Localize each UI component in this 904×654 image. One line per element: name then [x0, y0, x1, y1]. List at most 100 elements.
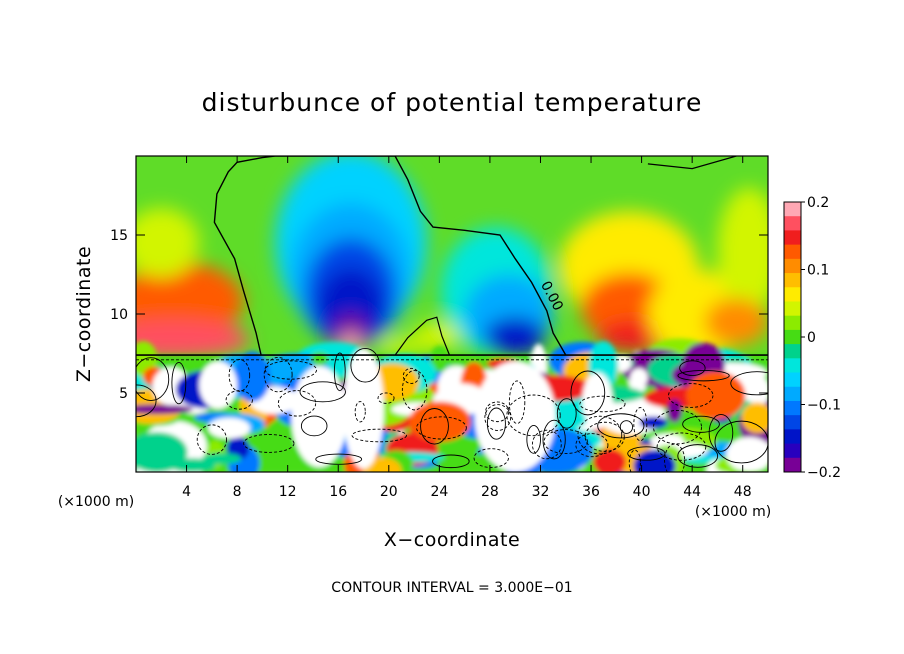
swirl-contour-23 — [584, 421, 625, 452]
swirl-contour-26 — [556, 398, 577, 429]
swirl-contour-43 — [486, 407, 506, 440]
colorbar-swatch-16 — [784, 429, 801, 445]
turbulence-cell-164 — [726, 436, 768, 472]
turbulence-cell-166 — [207, 417, 251, 439]
x-tick-label-5: 24 — [430, 484, 448, 500]
swirl-contour-21 — [315, 453, 363, 465]
x-unit-label-right: (×1000 m) — [695, 504, 771, 520]
swirl-contour-34 — [196, 424, 227, 455]
colorbar-swatch-9 — [784, 329, 801, 345]
swirl-contour-6 — [136, 357, 170, 401]
x-tick-label-7: 32 — [532, 484, 550, 500]
swirl-contour-36 — [708, 414, 734, 452]
swirl-contour-19 — [351, 428, 407, 443]
field-blob-18 — [717, 187, 768, 314]
y-tick-label-0: 5 — [119, 386, 128, 402]
field-blob-1 — [136, 320, 250, 359]
swirl-contour-35 — [228, 358, 251, 392]
swirl-contour-4 — [243, 434, 295, 453]
x-tick-label-4: 20 — [380, 484, 398, 500]
x-tick-label-9: 40 — [633, 484, 651, 500]
colorbar-swatch-1 — [784, 216, 801, 231]
x-axis-label: X−coordinate — [384, 529, 520, 551]
turbulence-cell-148 — [409, 401, 471, 442]
swirl-contour-3 — [656, 432, 707, 461]
contour-interval-note: CONTOUR INTERVAL = 3.000E−01 — [331, 580, 572, 596]
field-blob-6 — [318, 268, 384, 351]
colorbar-label-4: −0.2 — [807, 465, 841, 481]
swirl-contour-9 — [714, 420, 768, 464]
swirl-contour-51 — [526, 425, 541, 454]
turbulence-cell-165 — [686, 371, 746, 420]
swirl-contour-1 — [679, 360, 706, 376]
swirl-contour-10 — [508, 380, 526, 424]
swirl-contour-47 — [653, 409, 702, 445]
x-tick-label-0: 4 — [182, 484, 191, 500]
swirl-contour-7 — [416, 416, 467, 440]
turbulence-cell-128 — [741, 402, 768, 434]
swirl-contour-2 — [619, 420, 634, 434]
turbulence-cell-130 — [593, 448, 626, 472]
y-axis: 5 10 15 — [110, 228, 768, 402]
colorbar-swatch-17 — [784, 443, 801, 459]
swirl-contour-5 — [627, 446, 666, 461]
swirl-contour-44 — [633, 407, 648, 442]
swirl-contour-13 — [350, 348, 381, 383]
colorbar-swatch-18 — [784, 457, 801, 473]
colorbar-swatch-3 — [784, 244, 801, 260]
swirl-contour-17 — [664, 443, 686, 472]
x-unit-label-left: (×1000 m) — [58, 494, 134, 510]
zero-contour-bump — [394, 316, 451, 356]
swirl-contour-24 — [300, 415, 328, 437]
x-tick-label-6: 28 — [481, 484, 499, 500]
colorbar-label-0: 0.2 — [807, 195, 829, 211]
swirl-contour-54 — [543, 429, 588, 455]
swirl-contour-30 — [277, 390, 317, 417]
swirl-contour-27 — [485, 401, 510, 423]
swirl-contour-12 — [677, 444, 719, 468]
swirl-contour-25 — [484, 404, 512, 431]
plume-white-2 — [474, 361, 556, 472]
y-tick-label-1: 10 — [110, 307, 128, 323]
swirl-contour-20 — [668, 383, 714, 408]
x-tick-label-8: 36 — [582, 484, 600, 500]
swirl-contour-11 — [579, 395, 626, 413]
colorbar-swatch-2 — [784, 230, 801, 246]
colorbar-label-2: 0 — [807, 330, 816, 346]
turbulence-cell-125 — [264, 420, 288, 462]
colorbar-swatch-0 — [784, 202, 801, 217]
x-tick-label-2: 12 — [279, 484, 297, 500]
colorbar-swatch-5 — [784, 273, 801, 288]
y-axis-label: Z−coordinate — [73, 246, 95, 382]
field-blob-2 — [136, 208, 200, 278]
turbulence-cell-150 — [136, 404, 194, 415]
swirl-contour-31 — [677, 369, 730, 382]
swirl-contour-32 — [401, 370, 428, 411]
field-blob-19 — [704, 298, 768, 346]
turbulence-cell-109 — [310, 351, 329, 366]
colorbar-swatch-14 — [784, 400, 801, 416]
upper-field — [136, 156, 768, 359]
x-tick-label-3: 16 — [329, 484, 347, 500]
turbulence-cell-49 — [429, 345, 450, 373]
colorbar-swatch-8 — [784, 315, 801, 331]
swirl-contour-41 — [377, 392, 395, 404]
x-tick-label-10: 44 — [683, 484, 701, 500]
turbulence-cell-141 — [169, 458, 216, 472]
swirl-contour-46 — [420, 408, 449, 445]
x-axis: 4 8 12 16 20 24 28 32 36 40 44 48 — [182, 156, 752, 500]
swirl-contour-29 — [225, 390, 253, 410]
swirl-contour-37 — [473, 448, 509, 468]
colorbar-swatch-15 — [784, 415, 801, 430]
colorbar-swatch-12 — [784, 372, 801, 388]
swirl-contour-40 — [575, 433, 609, 458]
swirl-contour-53 — [531, 429, 562, 460]
turbulence-cell-156 — [201, 453, 242, 465]
swirl-contour-52 — [299, 381, 346, 403]
zero-contour-top — [647, 156, 737, 170]
colorbar-swatch-13 — [784, 386, 801, 402]
swirl-contour-22 — [263, 357, 293, 393]
swirl-contour-33 — [432, 454, 470, 469]
colorbar-swatch-10 — [784, 344, 801, 359]
